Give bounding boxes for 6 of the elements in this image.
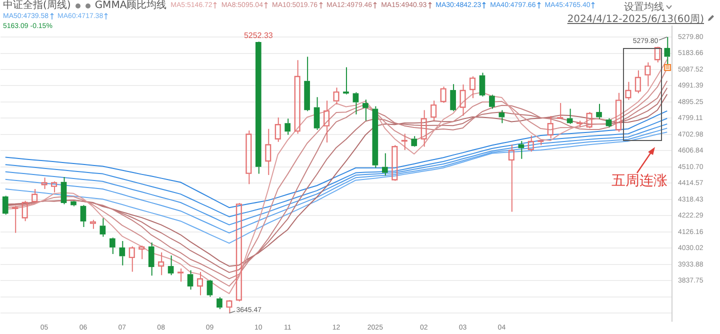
chart-subtitle: GMMA顾比均线 (94, 0, 167, 11)
annotation: 5252.33 (244, 30, 274, 40)
text: 2024/4/12-2025/6/13(60周) (567, 13, 704, 26)
chart-title: 中证全指(周线) (3, 0, 71, 11)
text: 设置均线 (624, 0, 665, 14)
annotation: 五周连涨 (611, 172, 668, 190)
